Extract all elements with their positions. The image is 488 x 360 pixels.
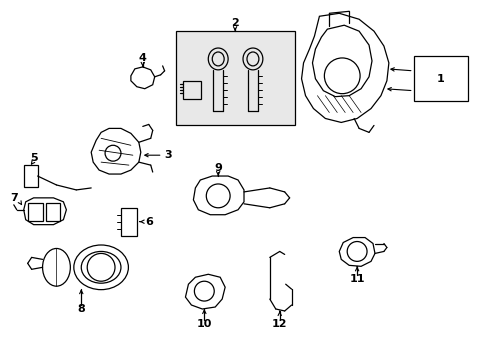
Text: 1: 1 (436, 74, 444, 84)
Text: 3: 3 (164, 150, 172, 160)
Text: 5: 5 (30, 153, 38, 163)
Text: 6: 6 (144, 217, 152, 227)
Text: 12: 12 (271, 319, 287, 329)
Bar (413, 56, 468, 100)
Text: 4: 4 (139, 53, 146, 63)
Bar (175, 31, 294, 125)
Bar (183, 81, 201, 99)
Text: 8: 8 (77, 304, 85, 314)
Text: 2: 2 (231, 18, 239, 28)
Bar (28, 203, 42, 221)
Text: 7: 7 (10, 193, 18, 203)
Bar (121, 208, 137, 235)
Text: 11: 11 (348, 274, 364, 284)
Bar (45, 203, 61, 221)
Bar (24, 165, 38, 187)
Text: 10: 10 (196, 319, 212, 329)
Text: 9: 9 (214, 163, 222, 173)
